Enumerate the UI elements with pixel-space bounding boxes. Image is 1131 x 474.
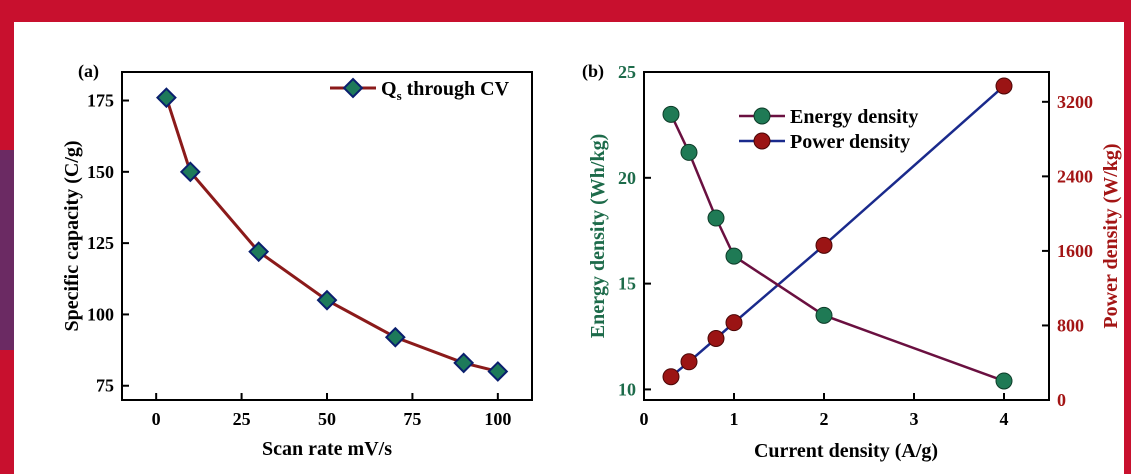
energy-point	[815, 306, 833, 324]
data-point	[384, 326, 406, 348]
legend-q: Q	[381, 78, 397, 100]
x-tick-label: 3	[910, 409, 919, 429]
panel-b-x-ticks: 0 1 2 3 4	[640, 393, 1009, 429]
panel-b-x-axis-label: Current density (A/g)	[754, 440, 938, 462]
data-point	[179, 161, 201, 183]
y-tick-label: 100	[87, 304, 114, 324]
x-tick-label: 100	[484, 409, 511, 429]
panel-b-legend: Energy density Power density	[739, 106, 918, 153]
panel-a-legend: Qs through CV	[330, 77, 510, 103]
x-tick-label: 25	[233, 409, 251, 429]
panel-a-x-ticks: 0 25 50 75 100	[152, 393, 511, 429]
panel-b-legend-power-label: Power density	[790, 131, 910, 153]
panel-a-capacity-line	[164, 97, 499, 373]
frame-left-accent	[0, 150, 14, 350]
panel-a-label: (a)	[78, 61, 99, 82]
panel-b-energy-markers	[662, 105, 1013, 390]
data-point	[453, 352, 475, 374]
panel-a-legend-diamond	[342, 77, 364, 99]
panel-b-legend-energy-label: Energy density	[790, 106, 918, 128]
energy-point	[680, 143, 698, 161]
panel-b-y-ticks: 10 15 20 25	[618, 62, 651, 399]
energy-point	[725, 247, 743, 265]
panel-b-legend-energy-marker	[753, 107, 771, 125]
panel-a-capacity-markers	[156, 87, 509, 382]
x-tick-label: 75	[403, 409, 421, 429]
y-tick-label: 150	[87, 162, 114, 182]
data-point	[156, 87, 177, 109]
y-tick-label: 125	[87, 233, 114, 253]
y-tick-label: 175	[87, 91, 114, 111]
panel-a-plot-frame	[121, 71, 533, 401]
y-tick-label: 10	[618, 379, 636, 399]
data-point	[487, 361, 509, 382]
panel-a: (a) Scan rate mV/s Specific capacity (C/…	[61, 61, 533, 460]
panel-b-y2-axis-label: Power density (W/kg)	[1100, 143, 1122, 328]
panel-b-y2-ticks: 0 800 1600 2400 3200	[1042, 92, 1093, 410]
data-point	[316, 289, 338, 311]
frame-top-border	[0, 0, 1131, 22]
panel-b-plot-frame	[643, 71, 1050, 401]
x-tick-label: 0	[640, 409, 649, 429]
y-tick-label: 75	[96, 376, 114, 396]
panel-b-label: (b)	[582, 61, 604, 82]
power-point	[725, 314, 743, 332]
x-tick-label: 50	[318, 409, 336, 429]
y-tick-label: 20	[618, 168, 636, 188]
x-tick-label: 0	[152, 409, 161, 429]
panel-b: (b) Current density (A/g) Energy density…	[582, 61, 1122, 462]
panel-a-y-axis-label: Specific capacity (C/g)	[61, 140, 83, 331]
y2-tick-label: 2400	[1057, 166, 1093, 186]
energy-point	[662, 105, 680, 123]
energy-point	[707, 209, 725, 227]
legend-sub: s	[397, 88, 402, 103]
panel-b-power-markers	[662, 77, 1013, 386]
x-tick-label: 1	[730, 409, 739, 429]
y-tick-label: 15	[618, 274, 636, 294]
legend-rest: through CV	[402, 78, 510, 100]
panel-a-legend-label: Qs through CV	[381, 78, 510, 103]
panel-b-y-axis-label: Energy density (Wh/kg)	[587, 134, 609, 338]
x-tick-label: 2	[820, 409, 829, 429]
panel-b-legend-power-marker	[753, 132, 771, 150]
power-point	[995, 77, 1013, 95]
y-tick-label: 25	[618, 62, 636, 82]
x-tick-label: 4	[1000, 409, 1009, 429]
y2-tick-label: 3200	[1057, 92, 1093, 112]
panel-a-x-axis-label: Scan rate mV/s	[262, 438, 392, 460]
power-point	[707, 330, 725, 347]
data-point	[248, 241, 270, 263]
energy-point	[995, 372, 1013, 390]
y2-tick-label: 0	[1057, 390, 1066, 410]
frame-right-border	[1124, 0, 1131, 474]
y2-tick-label: 800	[1057, 315, 1084, 335]
panel-a-y-ticks: 75 100 125 150 175	[87, 91, 129, 396]
power-point	[815, 236, 833, 254]
power-point	[662, 368, 680, 386]
power-point	[680, 353, 698, 371]
y2-tick-label: 1600	[1057, 241, 1093, 261]
